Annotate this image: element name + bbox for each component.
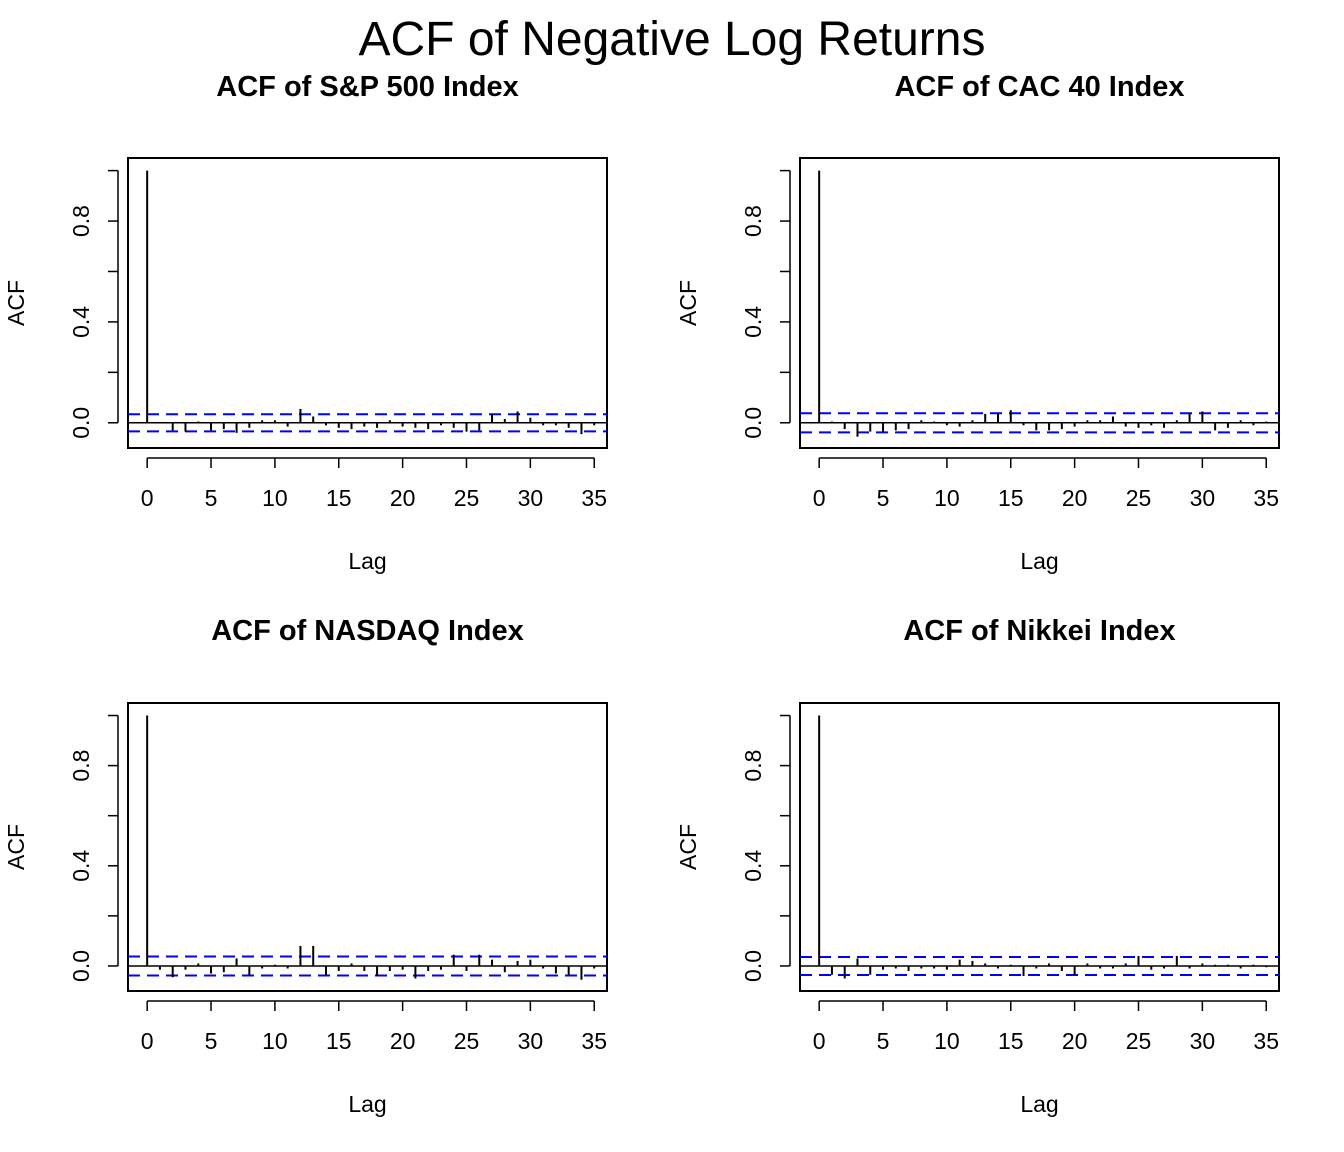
y-tick-label: 0.8 bbox=[68, 750, 94, 782]
y-tick-label: 0.8 bbox=[740, 750, 766, 782]
x-tick-label: 25 bbox=[1126, 1028, 1152, 1054]
y-axis-title: ACF bbox=[675, 824, 701, 870]
y-axis-title: ACF bbox=[3, 824, 29, 870]
y-tick-label: 0.8 bbox=[68, 205, 94, 237]
y-axis-title: ACF bbox=[3, 280, 29, 326]
x-tick-label: 10 bbox=[934, 485, 960, 511]
y-tick-label: 0.4 bbox=[68, 850, 94, 882]
y-tick-label: 0.0 bbox=[68, 950, 94, 982]
x-tick-label: 15 bbox=[326, 1028, 352, 1054]
x-tick-label: 30 bbox=[1190, 1028, 1216, 1054]
plot-frame bbox=[127, 702, 608, 992]
panel-title: ACF of NASDAQ Index bbox=[211, 615, 524, 647]
plot-frame bbox=[799, 157, 1280, 449]
x-axis-title: Lag bbox=[348, 548, 386, 574]
page-title: ACF of Negative Log Returns bbox=[358, 13, 986, 66]
acf-panel-1: ACF of S&P 500 Index 0 5 10 15 20 25 30 35 Lag 0.0… bbox=[3, 71, 608, 574]
x-tick-label: 10 bbox=[262, 1028, 288, 1054]
x-tick-label: 30 bbox=[518, 1028, 544, 1054]
x-tick-label: 15 bbox=[326, 485, 352, 511]
x-tick-label: 35 bbox=[1253, 1028, 1279, 1054]
acf-panel-2: ACF of CAC 40 Index 0 5 10 15 20 25 30 35 Lag 0.0 0… bbox=[675, 71, 1280, 574]
x-tick-label: 10 bbox=[262, 485, 288, 511]
x-tick-label: 30 bbox=[1190, 485, 1216, 511]
y-tick-label: 0.0 bbox=[740, 407, 766, 439]
x-tick-label: 0 bbox=[813, 1028, 826, 1054]
acf-panel-4: ACF of Nikkei Index 0 5 10 15 20 25 30 35 Lag 0.0 0… bbox=[675, 615, 1280, 1117]
y-tick-label: 0.0 bbox=[740, 950, 766, 982]
x-tick-label: 5 bbox=[205, 1028, 218, 1054]
panel-title: ACF of Nikkei Index bbox=[903, 615, 1175, 647]
x-tick-label: 15 bbox=[998, 1028, 1024, 1054]
y-axis-title: ACF bbox=[675, 280, 701, 326]
x-tick-label: 25 bbox=[454, 1028, 480, 1054]
x-tick-label: 35 bbox=[1253, 485, 1279, 511]
x-axis-title: Lag bbox=[1020, 548, 1058, 574]
x-tick-label: 25 bbox=[454, 485, 480, 511]
x-tick-label: 5 bbox=[205, 485, 218, 511]
x-tick-label: 35 bbox=[581, 485, 607, 511]
plot-frame bbox=[127, 157, 608, 449]
y-tick-label: 0.4 bbox=[68, 306, 94, 338]
x-tick-label: 5 bbox=[877, 1028, 890, 1054]
y-tick-label: 0.0 bbox=[68, 407, 94, 439]
y-tick-label: 0.8 bbox=[740, 205, 766, 237]
acf-panel-3: ACF of NASDAQ Index 0 5 10 15 20 25 30 35 Lag 0.0 0… bbox=[3, 615, 608, 1117]
x-tick-label: 0 bbox=[141, 485, 154, 511]
panel-title: ACF of CAC 40 Index bbox=[894, 71, 1184, 103]
y-tick-label: 0.4 bbox=[740, 306, 766, 338]
x-axis-title: Lag bbox=[348, 1091, 386, 1117]
panel-title: ACF of S&P 500 Index bbox=[216, 71, 518, 103]
y-tick-label: 0.4 bbox=[740, 850, 766, 882]
x-tick-label: 0 bbox=[141, 1028, 154, 1054]
x-tick-label: 15 bbox=[998, 485, 1024, 511]
plot-frame bbox=[799, 702, 1280, 992]
x-tick-label: 20 bbox=[390, 1028, 416, 1054]
x-tick-label: 30 bbox=[518, 485, 544, 511]
x-tick-label: 0 bbox=[813, 485, 826, 511]
x-tick-label: 25 bbox=[1126, 485, 1152, 511]
x-tick-label: 10 bbox=[934, 1028, 960, 1054]
x-tick-label: 20 bbox=[390, 485, 416, 511]
x-tick-label: 5 bbox=[877, 485, 890, 511]
x-tick-label: 20 bbox=[1062, 485, 1088, 511]
x-axis-title: Lag bbox=[1020, 1091, 1058, 1117]
x-tick-label: 20 bbox=[1062, 1028, 1088, 1054]
x-tick-label: 35 bbox=[581, 1028, 607, 1054]
